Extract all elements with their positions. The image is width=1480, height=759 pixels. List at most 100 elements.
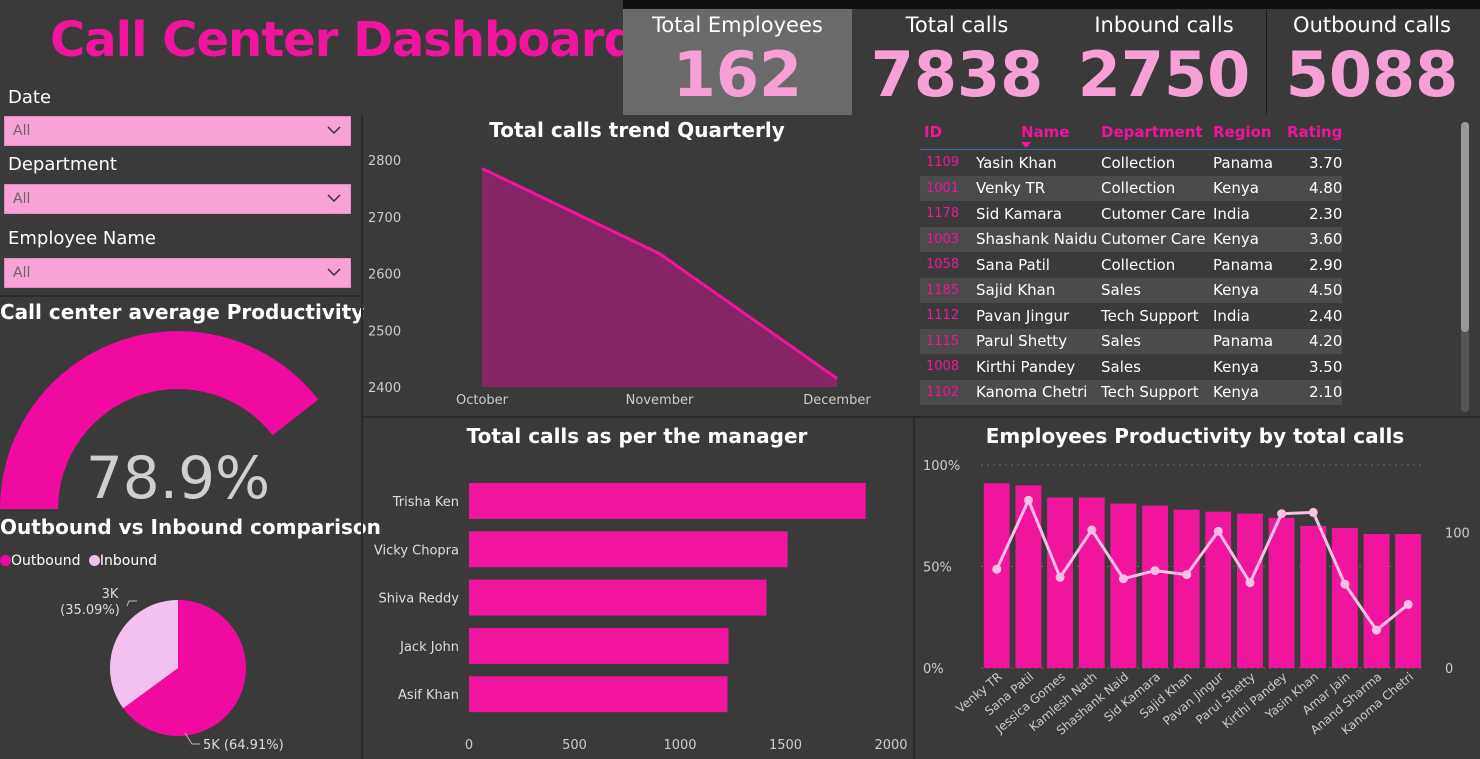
line-point[interactable] xyxy=(1372,625,1381,635)
kpi-inbound-calls[interactable]: Inbound calls 2750 xyxy=(1062,9,1266,115)
manager-calls-chart[interactable]: Trisha Ken Vicky Chopra Shiva Reddy Jack Jo… xyxy=(363,450,911,759)
kpi-label: Outbound calls xyxy=(1293,13,1451,37)
bar[interactable] xyxy=(1363,534,1390,668)
line-point[interactable] xyxy=(1055,572,1065,582)
kpi-outbound-calls[interactable]: Outbound calls 5088 xyxy=(1267,9,1477,115)
cell-rating: 2.30 xyxy=(1309,204,1343,223)
table-row[interactable]: 1178 Sid Kamara Cutomer Care India 2.30 xyxy=(920,201,1342,227)
cell-rating: 4.80 xyxy=(1287,175,1343,201)
employee-table: ID Name Department Region Rating 1109 Yas… xyxy=(920,115,1343,405)
bar[interactable] xyxy=(469,483,866,519)
cell-id: 1001 xyxy=(920,175,970,201)
cell-department: Collection xyxy=(1101,175,1213,201)
pie-label-inbound-pct: (35.09%) xyxy=(60,603,120,618)
table-row[interactable]: 1001 Venky TR Collection Kenya 4.80 xyxy=(920,175,1343,201)
legend-inbound: Inbound xyxy=(99,553,158,569)
kpi-value: 2750 xyxy=(1077,38,1251,111)
pie-slice-outbound[interactable] xyxy=(123,600,246,736)
bar[interactable] xyxy=(1268,517,1295,668)
cell-rating: 3.50 xyxy=(1309,357,1343,376)
cell-department: Tech Support xyxy=(1101,379,1213,405)
kpi-label: Total Employees xyxy=(652,13,823,37)
bar[interactable] xyxy=(469,531,788,568)
line-point[interactable] xyxy=(992,564,1002,574)
bar[interactable] xyxy=(469,627,729,664)
table-header-row: ID Name Department Region Rating xyxy=(920,115,1343,150)
x-tick-label: 1500 xyxy=(769,738,802,753)
quarterly-trend-chart[interactable]: 2800 2700 2600 2500 2400 October November Decem… xyxy=(363,140,911,415)
productivity-gauge[interactable]: 78.9% xyxy=(0,326,360,516)
area-chart-title: Total calls trend Quarterly xyxy=(489,118,785,142)
filter-department-dropdown[interactable]: All xyxy=(4,184,351,214)
table-scrollbar-thumb[interactable] xyxy=(1461,122,1469,332)
table-row[interactable]: 1109 Yasin Khan Collection Panama 3.70 xyxy=(920,150,1342,176)
table-row[interactable]: 1008 Kirthi Pandey Sales Kenya 3.50 xyxy=(920,354,1342,380)
y-tick-label: 2800 xyxy=(368,154,401,169)
table-row[interactable]: 1003 Shashank Naidu Cutomer Care Kenya 3.60 xyxy=(920,226,1343,252)
pie-title: Outbound vs Inbound comparison xyxy=(0,515,381,539)
dropdown-value: All xyxy=(13,265,31,281)
bar[interactable] xyxy=(1078,497,1105,669)
area-fill xyxy=(482,168,837,387)
cell-name: Sid Kamara xyxy=(976,204,1062,223)
bar[interactable] xyxy=(469,676,728,713)
line-point[interactable] xyxy=(1245,578,1255,588)
bar[interactable] xyxy=(1110,503,1137,668)
kpi-total-employees[interactable]: Total Employees 162 xyxy=(623,9,852,115)
cell-rating: 4.50 xyxy=(1287,277,1343,303)
sort-desc-icon xyxy=(1021,142,1031,148)
table-row[interactable]: 1058 Sana Patil Collection Panama 2.90 xyxy=(920,252,1342,278)
cell-region: Kenya xyxy=(1213,226,1287,252)
cell-rating: 2.10 xyxy=(1287,379,1343,405)
trend-line[interactable] xyxy=(481,167,838,380)
line-point[interactable] xyxy=(1150,566,1160,576)
line-point[interactable] xyxy=(1087,525,1097,535)
column-header-region[interactable]: Region xyxy=(1213,123,1272,141)
kpi-label: Inbound calls xyxy=(1094,13,1234,37)
line-point[interactable] xyxy=(1182,570,1192,580)
line-point[interactable] xyxy=(1277,509,1287,519)
column-header-department[interactable]: Department xyxy=(1101,123,1203,141)
bar[interactable] xyxy=(1047,497,1073,669)
pie-chart[interactable]: 3K (35.09%) 5K (64.91%) xyxy=(40,580,360,759)
kpi-value: 162 xyxy=(672,38,803,111)
line-point[interactable] xyxy=(1213,526,1223,536)
cell-name: Kirthi Pandey xyxy=(976,357,1076,376)
column-header-name[interactable]: Name xyxy=(970,115,1101,150)
column-header-rating[interactable]: Rating xyxy=(1287,123,1343,141)
cell-region: Panama xyxy=(1213,153,1274,172)
kpi-total-calls[interactable]: Total calls 7838 xyxy=(852,9,1062,115)
y-tick-label: 2700 xyxy=(368,211,401,226)
bar[interactable] xyxy=(1142,505,1168,668)
line-point[interactable] xyxy=(1118,574,1128,584)
bar[interactable] xyxy=(1300,525,1327,668)
table-scrollbar[interactable] xyxy=(1461,122,1469,412)
line-point[interactable] xyxy=(1403,599,1413,609)
cell-region: Kenya xyxy=(1213,277,1287,303)
pie-slice-inbound[interactable] xyxy=(109,600,178,709)
line-point[interactable] xyxy=(1024,495,1033,505)
kpi-divider xyxy=(1266,10,1267,114)
table-row[interactable]: 1102 Kanoma Chetri Tech Support Kenya 2.10 xyxy=(920,379,1343,405)
bar[interactable] xyxy=(983,483,1010,668)
line-point[interactable] xyxy=(1340,579,1350,589)
cell-rating: 3.70 xyxy=(1309,153,1343,172)
filter-date-dropdown[interactable]: All xyxy=(4,116,351,146)
table-row[interactable]: 1112 Pavan Jingur Tech Support India 2.40 xyxy=(920,303,1342,329)
category-label: Jack John xyxy=(399,640,459,655)
table-row[interactable]: 1115 Parul Shetty Sales Panama 4.20 xyxy=(920,328,1343,354)
pie-slices xyxy=(109,600,246,736)
bar[interactable] xyxy=(1237,513,1263,668)
y-tick-label: 2500 xyxy=(368,324,401,339)
bar[interactable] xyxy=(469,579,767,616)
bar[interactable] xyxy=(1205,511,1232,668)
column-header-id[interactable]: ID xyxy=(924,123,943,141)
bar[interactable] xyxy=(1173,509,1200,668)
filter-employee-dropdown[interactable]: All xyxy=(4,258,351,288)
table-row[interactable]: 1185 Sajid Khan Sales Kenya 4.50 xyxy=(920,277,1343,303)
chevron-down-icon xyxy=(327,194,341,203)
line-point[interactable] xyxy=(1308,507,1318,517)
line-series[interactable] xyxy=(995,496,1410,633)
bar[interactable] xyxy=(1015,485,1042,668)
